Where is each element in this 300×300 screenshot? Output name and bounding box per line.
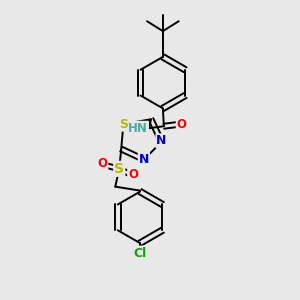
Text: N: N — [156, 134, 167, 147]
Text: S: S — [114, 162, 124, 176]
Text: N: N — [139, 153, 149, 166]
Text: O: O — [177, 118, 187, 131]
Text: Cl: Cl — [134, 247, 147, 260]
Text: S: S — [119, 118, 128, 130]
Text: O: O — [98, 158, 107, 170]
Text: HN: HN — [128, 122, 148, 135]
Text: O: O — [128, 168, 138, 181]
